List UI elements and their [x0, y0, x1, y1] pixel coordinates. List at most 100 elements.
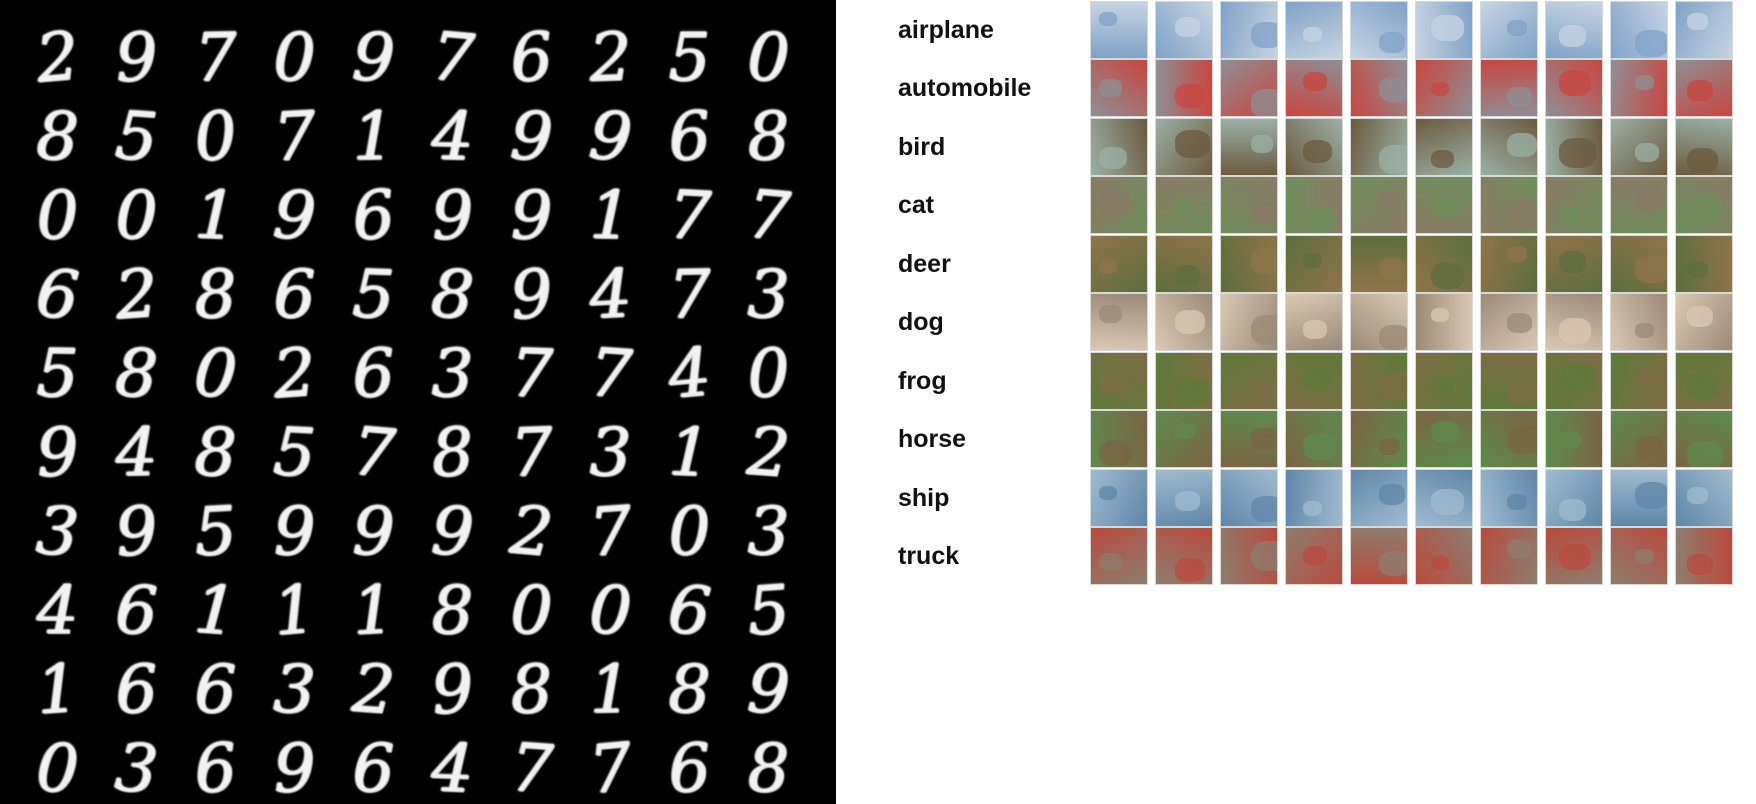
- thumbnail-subject: [1431, 556, 1449, 571]
- sample-thumbnail: [1220, 469, 1278, 527]
- mnist-digit: 5: [744, 570, 793, 650]
- mnist-digit: 9: [429, 175, 476, 255]
- mnist-digit: 6: [33, 253, 82, 335]
- thumbnail-subject: [1099, 486, 1117, 501]
- mnist-digit: 3: [33, 491, 82, 571]
- sample-thumbnail: [1675, 176, 1733, 234]
- thumbnail-subject: [1635, 436, 1664, 460]
- thumbnail-subject: [1559, 251, 1586, 273]
- thumbnail-subject: [1175, 310, 1205, 334]
- mnist-digit: 8: [746, 96, 791, 176]
- thumbnail-strip: [1090, 235, 1733, 293]
- thumbnail-subject: [1635, 30, 1667, 58]
- class-label: horse: [898, 424, 967, 453]
- thumbnail-strip: [1090, 293, 1733, 351]
- sample-thumbnail: [1415, 352, 1473, 410]
- thumbnail-subject: [1559, 25, 1586, 47]
- thumbnail-subject: [1559, 318, 1591, 344]
- thumbnail-subject: [1431, 195, 1459, 218]
- cifar-class-row: bird: [880, 117, 1733, 177]
- cifar-sample-grid: airplane automobile bird cat deer dog frog hors…: [880, 0, 1756, 804]
- mnist-digit: 1: [350, 570, 397, 650]
- thumbnail-subject: [1559, 364, 1596, 394]
- thumbnail-subject: [1303, 433, 1337, 461]
- sample-thumbnail: [1285, 59, 1343, 117]
- sample-thumbnail: [1545, 59, 1603, 117]
- sample-thumbnail: [1285, 118, 1343, 176]
- mnist-digit: 0: [191, 95, 240, 177]
- sample-thumbnail: [1285, 235, 1343, 293]
- mnist-digit: 6: [351, 333, 396, 413]
- thumbnail-strip: [1090, 59, 1733, 117]
- sample-thumbnail: [1350, 1, 1408, 59]
- cifar-class-row: dog: [880, 292, 1733, 352]
- thumbnail-subject: [1687, 374, 1718, 399]
- mnist-digit: 9: [350, 17, 397, 97]
- thumbnail-subject: [1099, 12, 1117, 27]
- mnist-digit: 0: [587, 570, 634, 650]
- sample-thumbnail: [1480, 352, 1538, 410]
- class-label: deer: [898, 249, 951, 278]
- sample-thumbnail: [1155, 235, 1213, 293]
- mnist-digit: 8: [193, 254, 238, 334]
- thumbnail-subject: [1303, 140, 1332, 164]
- thumbnail-subject: [1507, 133, 1537, 157]
- sample-thumbnail: [1155, 352, 1213, 410]
- sample-thumbnail: [1220, 118, 1278, 176]
- thumbnail-subject: [1635, 75, 1654, 91]
- mnist-digit: 4: [36, 571, 79, 649]
- sample-thumbnail: [1610, 1, 1668, 59]
- thumbnail-subject: [1559, 431, 1581, 449]
- sample-thumbnail: [1350, 176, 1408, 234]
- sample-thumbnail: [1350, 235, 1408, 293]
- sample-thumbnail: [1610, 410, 1668, 468]
- sample-thumbnail: [1220, 527, 1278, 585]
- sample-thumbnail: [1220, 410, 1278, 468]
- thumbnail-subject: [1507, 494, 1527, 510]
- thumbnail-subject: [1635, 369, 1659, 389]
- thumbnail-subject: [1687, 148, 1718, 173]
- sample-thumbnail: [1155, 176, 1213, 234]
- mnist-digit: 6: [194, 650, 237, 728]
- mnist-digit: 8: [428, 254, 477, 334]
- thumbnail-subject: [1431, 15, 1464, 42]
- mnist-digit: 7: [507, 728, 556, 804]
- thumbnail-subject: [1507, 87, 1532, 107]
- mnist-digit: 6: [273, 255, 316, 333]
- sample-thumbnail: [1480, 176, 1538, 234]
- thumbnail-subject: [1251, 541, 1277, 571]
- mnist-digit: 3: [746, 255, 791, 333]
- sample-thumbnail: [1350, 469, 1408, 527]
- sample-thumbnail: [1285, 176, 1343, 234]
- mnist-digit: 3: [747, 492, 790, 570]
- thumbnail-subject: [1687, 261, 1708, 278]
- thumbnail-subject: [1635, 143, 1659, 163]
- thumbnail-subject: [1175, 558, 1205, 582]
- mnist-digit: 4: [114, 413, 159, 491]
- thumbnail-subject: [1379, 484, 1405, 505]
- sample-thumbnail: [1610, 118, 1668, 176]
- cifar-class-row: horse: [880, 409, 1733, 469]
- mnist-digit: 2: [112, 254, 161, 334]
- thumbnail-subject: [1303, 27, 1322, 43]
- thumbnail-subject: [1175, 130, 1210, 158]
- mnist-digit: 0: [746, 17, 791, 97]
- mnist-digit: 7: [744, 174, 793, 256]
- thumbnail-subject: [1251, 496, 1277, 522]
- sample-thumbnail: [1285, 527, 1343, 585]
- sample-thumbnail: [1090, 352, 1148, 410]
- mnist-digit: 5: [271, 412, 318, 492]
- thumbnail-subject: [1507, 200, 1537, 228]
- thumbnail-subject: [1099, 553, 1122, 572]
- thumbnail-strip: [1090, 410, 1733, 468]
- thumbnail-subject: [1099, 440, 1132, 467]
- thumbnail-subject: [1507, 246, 1527, 262]
- mnist-digit: 5: [35, 334, 80, 412]
- sample-thumbnail: [1545, 352, 1603, 410]
- sample-thumbnail: [1545, 410, 1603, 468]
- sample-thumbnail: [1350, 118, 1408, 176]
- thumbnail-subject: [1251, 428, 1277, 450]
- mnist-digit: 7: [586, 333, 635, 413]
- thumbnail-subject: [1379, 77, 1407, 102]
- sample-thumbnail: [1350, 410, 1408, 468]
